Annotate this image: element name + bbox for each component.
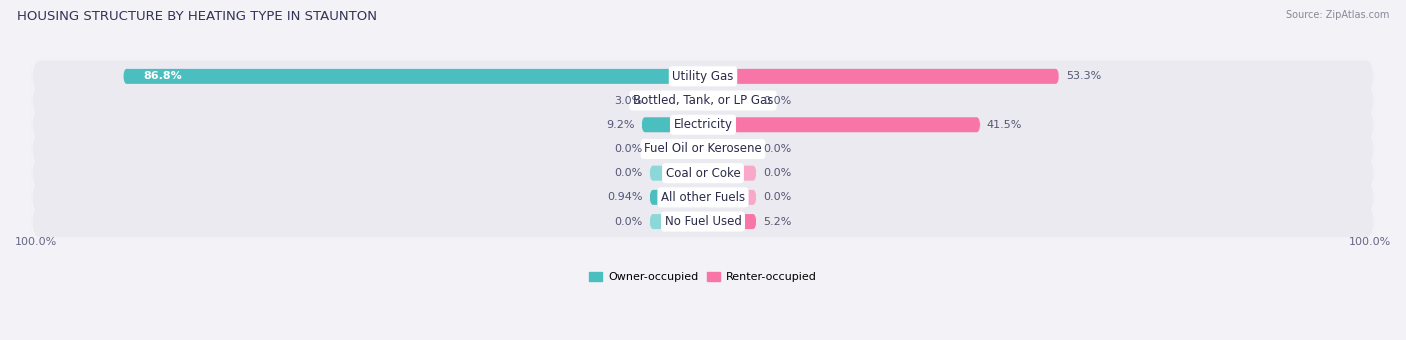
Text: 0.94%: 0.94% xyxy=(607,192,643,202)
Text: Source: ZipAtlas.com: Source: ZipAtlas.com xyxy=(1285,10,1389,20)
Text: 100.0%: 100.0% xyxy=(1348,237,1391,247)
FancyBboxPatch shape xyxy=(703,166,756,181)
Text: Electricity: Electricity xyxy=(673,118,733,131)
FancyBboxPatch shape xyxy=(703,141,756,156)
FancyBboxPatch shape xyxy=(650,141,703,156)
FancyBboxPatch shape xyxy=(703,190,756,205)
FancyBboxPatch shape xyxy=(32,133,1374,165)
Text: Coal or Coke: Coal or Coke xyxy=(665,167,741,180)
FancyBboxPatch shape xyxy=(124,69,703,84)
Text: 100.0%: 100.0% xyxy=(15,237,58,247)
Text: 53.3%: 53.3% xyxy=(1066,71,1101,81)
Text: HOUSING STRUCTURE BY HEATING TYPE IN STAUNTON: HOUSING STRUCTURE BY HEATING TYPE IN STA… xyxy=(17,10,377,23)
Text: Fuel Oil or Kerosene: Fuel Oil or Kerosene xyxy=(644,142,762,155)
FancyBboxPatch shape xyxy=(650,166,703,181)
Text: 0.0%: 0.0% xyxy=(614,144,643,154)
FancyBboxPatch shape xyxy=(641,117,703,132)
FancyBboxPatch shape xyxy=(703,93,756,108)
Text: Utility Gas: Utility Gas xyxy=(672,70,734,83)
Text: 86.8%: 86.8% xyxy=(143,71,181,81)
FancyBboxPatch shape xyxy=(32,85,1374,116)
FancyBboxPatch shape xyxy=(32,61,1374,92)
FancyBboxPatch shape xyxy=(32,157,1374,189)
Text: 41.5%: 41.5% xyxy=(987,120,1022,130)
Text: 0.0%: 0.0% xyxy=(763,192,792,202)
Text: 3.0%: 3.0% xyxy=(614,96,643,105)
FancyBboxPatch shape xyxy=(650,214,703,229)
Text: No Fuel Used: No Fuel Used xyxy=(665,215,741,228)
FancyBboxPatch shape xyxy=(703,214,756,229)
FancyBboxPatch shape xyxy=(32,109,1374,140)
Text: 0.0%: 0.0% xyxy=(614,217,643,226)
FancyBboxPatch shape xyxy=(650,93,703,108)
FancyBboxPatch shape xyxy=(650,190,703,205)
FancyBboxPatch shape xyxy=(32,182,1374,213)
Text: All other Fuels: All other Fuels xyxy=(661,191,745,204)
Text: Bottled, Tank, or LP Gas: Bottled, Tank, or LP Gas xyxy=(633,94,773,107)
Legend: Owner-occupied, Renter-occupied: Owner-occupied, Renter-occupied xyxy=(589,272,817,282)
Text: 0.0%: 0.0% xyxy=(763,168,792,178)
Text: 0.0%: 0.0% xyxy=(763,144,792,154)
Text: 5.2%: 5.2% xyxy=(763,217,792,226)
Text: 0.0%: 0.0% xyxy=(614,168,643,178)
FancyBboxPatch shape xyxy=(703,117,980,132)
Text: 0.0%: 0.0% xyxy=(763,96,792,105)
Text: 9.2%: 9.2% xyxy=(606,120,636,130)
FancyBboxPatch shape xyxy=(703,69,1059,84)
FancyBboxPatch shape xyxy=(32,206,1374,237)
